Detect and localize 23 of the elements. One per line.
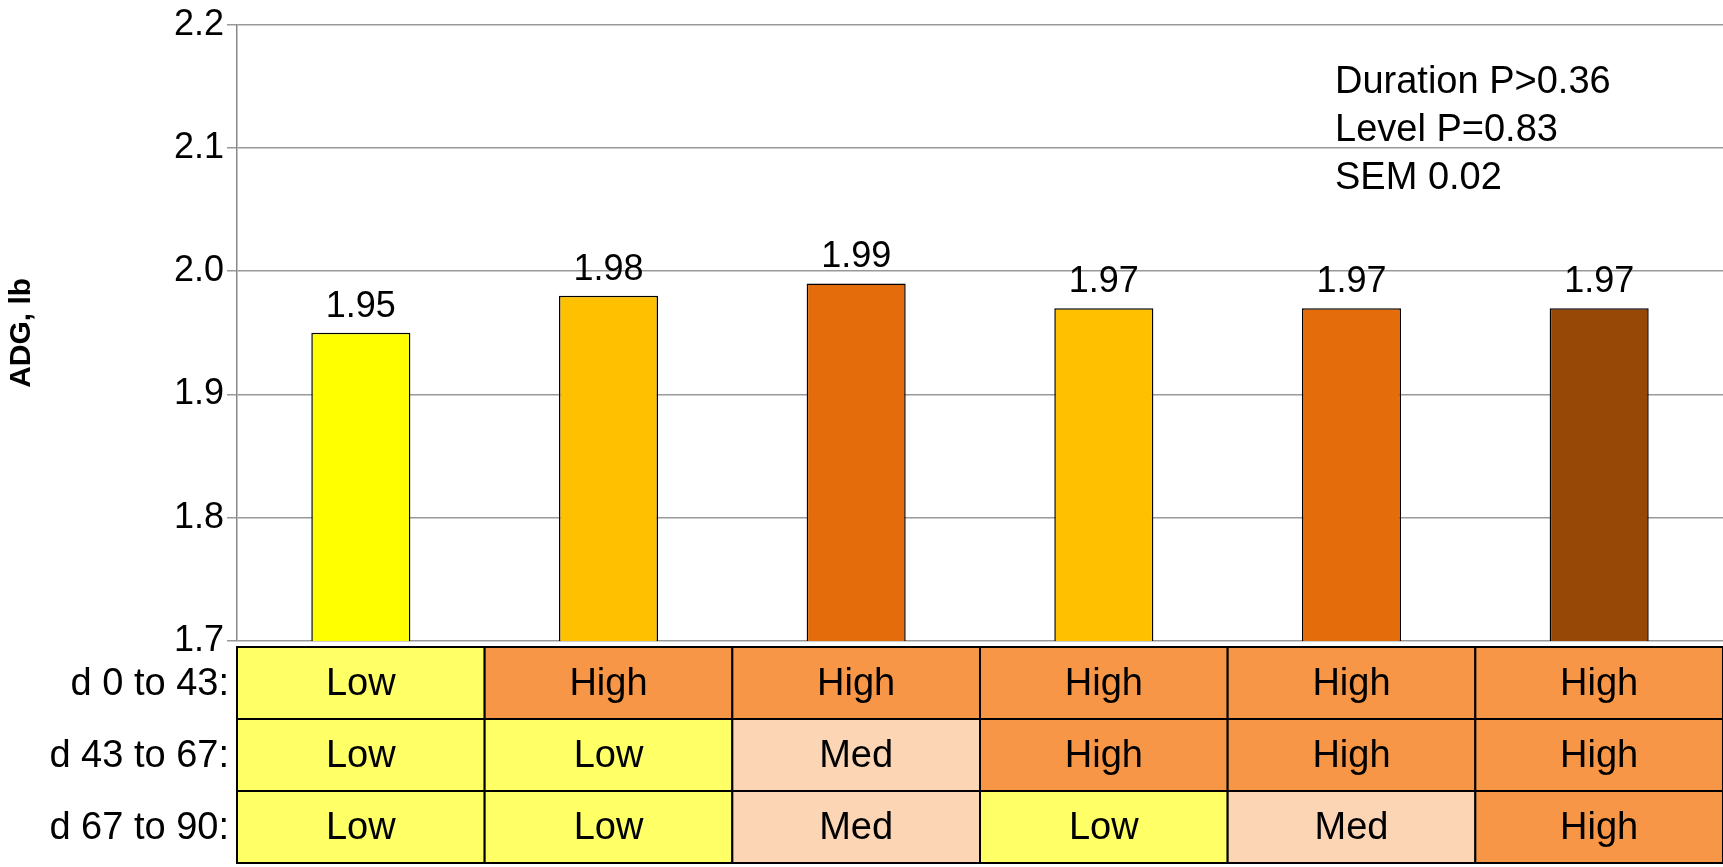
data-label: 1.95 [325, 283, 396, 325]
y-tick-label: 2.1 [173, 124, 224, 166]
x-tick-label: High Low Low [569, 661, 648, 848]
y-tick-label: 2.0 [173, 248, 224, 290]
y-tick-label: 1.7 [173, 617, 224, 659]
x-tick-label: High Med Med [817, 661, 896, 848]
x-tick-label: High High Low [1064, 661, 1143, 848]
x-tick-label: Low Low Low [325, 661, 397, 848]
data-label: 1.97 [1564, 259, 1635, 301]
data-label: 1.99 [821, 234, 892, 276]
data-label: 1.97 [1068, 259, 1139, 301]
annotation: Duration P>0.36 [1335, 59, 1611, 102]
y-tick-label: 1.8 [173, 494, 224, 536]
annotation: Level P=0.83 [1335, 107, 1558, 150]
x-tick-label: High High High [1560, 661, 1639, 848]
y-tick-label: 2.2 [173, 1, 224, 43]
data-label: 1.98 [573, 246, 644, 288]
y-axis-title: ADG, lb [3, 277, 37, 388]
data-label: 1.97 [1316, 259, 1387, 301]
annotation: SEM 0.02 [1335, 155, 1502, 198]
x-tick-label: High High Med [1312, 661, 1391, 848]
y-tick-label: 1.9 [173, 371, 224, 413]
x-axis-title: d 0 to 43: d 43 to 67: d 67 to 90: [49, 661, 229, 848]
